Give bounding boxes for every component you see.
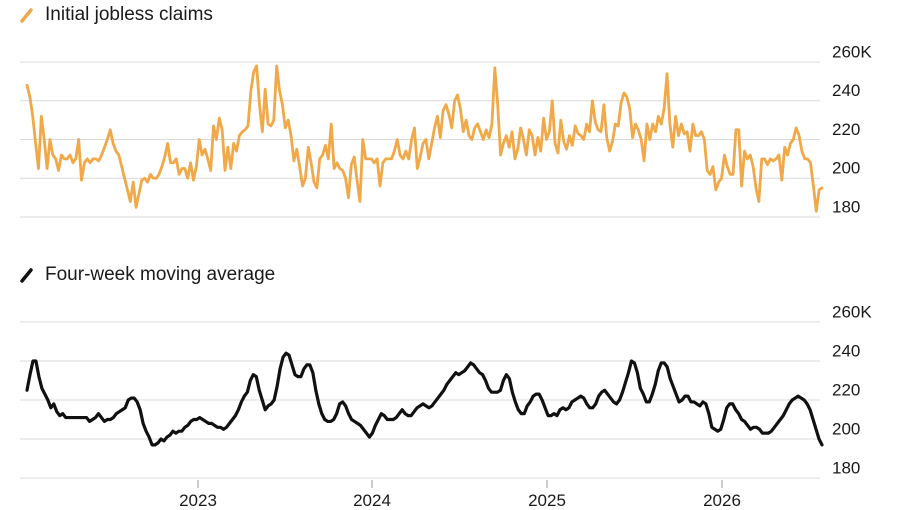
y-tick-label: 180 [832,197,860,216]
y-tick-label: 260K [832,302,872,321]
y-tick-label: 220 [832,120,860,139]
x-tick-label: 2024 [353,491,391,510]
legend-swatch [20,8,33,23]
x-tick-label: 2026 [703,491,741,510]
y-tick-label: 260K [832,42,872,61]
x-axis: 2023 2024 2025 2026 [179,480,741,510]
series-line-moving-average [25,351,824,447]
legend-label: Initial jobless claims [45,4,213,25]
y-tick-label: 220 [832,380,860,399]
y-tick-label: 200 [832,419,860,438]
moving-average-panel: 260K 240 220 200 180 Four-week moving average [20,264,872,479]
series-line-initial-claims [25,64,824,213]
x-tick-label: 2025 [528,491,566,510]
legend-label: Four-week moving average [45,264,275,285]
y-tick-label: 200 [832,159,860,178]
legend-swatch [20,268,33,283]
x-tick-label: 2023 [179,491,217,510]
initial-claims-panel: 260K 240 220 200 180 Initial jobless claims [20,4,872,218]
y-tick-label: 180 [832,458,860,477]
y-tick-label: 240 [832,81,860,100]
y-tick-label: 240 [832,341,860,360]
